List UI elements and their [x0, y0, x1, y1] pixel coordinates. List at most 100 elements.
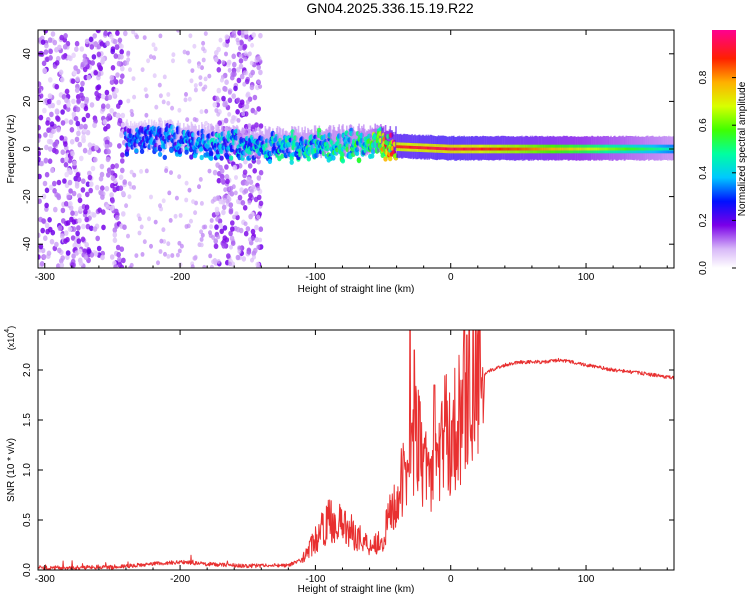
spectrogram-signal-core-cell: [429, 146, 431, 150]
spectrogram-noise-cell: [216, 234, 221, 240]
spectrogram-signal-core-cell: [602, 147, 605, 151]
spectrogram-signal-core-cell: [467, 147, 469, 151]
spectrogram-noise-cell: [121, 257, 126, 264]
spectrogram-noise-cell: [258, 84, 263, 89]
spectrogram-signal-core-cell: [427, 146, 429, 150]
spectrogram-signal-core-cell: [532, 147, 535, 151]
spectrogram-halo-cell: [341, 125, 343, 150]
spectrogram-noise-cell: [201, 46, 206, 52]
spectrogram-noise-cell: [189, 78, 194, 84]
spectrogram-noise-cell: [105, 123, 111, 130]
spectrogram-noise-cell: [235, 109, 240, 115]
spectrogram-noise-cell: [152, 73, 157, 79]
spectrogram-noise-cell: [225, 194, 231, 201]
spectrogram-halo-cell: [274, 134, 277, 159]
spectrogram-halo-cell: [295, 128, 298, 153]
spectrogram-noise-cell: [213, 243, 219, 250]
spectrogram-halo-cell: [198, 124, 200, 149]
spectrogram-signal-core-cell: [498, 147, 500, 151]
spectrogram-noise-cell: [204, 108, 209, 114]
spectrogram-signal-core-cell: [523, 147, 525, 151]
spectrogram-noise-cell: [144, 93, 149, 99]
spectrogram-signal-core-cell: [595, 147, 597, 151]
spectrogram-signal-core-cell: [572, 147, 574, 151]
spectrogram-noise-cell: [166, 254, 171, 259]
x-tick-label: 100: [578, 272, 595, 283]
spectrogram-noise-cell: [50, 167, 55, 174]
spectrogram-noise-cell: [209, 218, 214, 223]
spectrogram-noise-cell: [214, 224, 219, 230]
spectrogram-signal-core-cell: [570, 147, 572, 151]
spectrogram-noise-cell: [106, 172, 111, 178]
spectrogram-signal-core-cell: [484, 147, 486, 151]
spectrogram-noise-cell: [177, 248, 182, 254]
spectrogram-signal-core-cell: [645, 147, 647, 151]
spectrogram-noise-cell: [225, 198, 230, 204]
spectrogram-signal-core-cell: [514, 147, 517, 151]
spectrogram-noise-cell: [74, 136, 80, 143]
spectrogram-noise-cell: [100, 56, 106, 63]
spectrogram-noise-cell: [218, 37, 223, 43]
spectrogram-y-axis: -40 -20 0 20 40: [22, 48, 674, 251]
spectrogram-noise-cell: [100, 194, 105, 200]
spectrogram-noise-cell: [87, 149, 92, 155]
spectrogram-signal-core-cell: [490, 147, 492, 151]
spectrogram-signal-core-cell: [466, 147, 468, 151]
spectrogram-signal-core-cell: [665, 147, 667, 151]
spectrogram-signal-core-cell: [477, 147, 480, 151]
spectrogram-noise-cell: [45, 120, 50, 126]
spectrogram-noise-cell: [113, 264, 118, 268]
colorbar-tick-label: 0.8: [698, 70, 709, 84]
spectrogram-noise-cell: [70, 262, 75, 268]
spectrogram-noise-cell: [174, 195, 179, 201]
y-tick-label: 2.0: [22, 363, 33, 377]
spectrogram-noise-cell: [39, 261, 45, 267]
spectrogram-noise-cell: [104, 185, 110, 192]
spectrogram-signal-core-cell: [453, 147, 455, 151]
spectrogram-noise-cell: [199, 237, 204, 242]
spectrogram-signal-core-cell: [495, 147, 498, 151]
spectrogram-signal-core-cell: [397, 145, 399, 149]
spectrogram-signal-core-cell: [515, 147, 517, 151]
spectrogram-noise-cell: [189, 218, 193, 224]
spectrogram-signal-core-cell: [422, 146, 425, 150]
spectrogram-noise-cell: [104, 139, 110, 146]
spectrogram-halo-cell: [304, 126, 306, 151]
spectrogram-signal-core-cell: [668, 147, 670, 151]
spectrogram-noise-cell: [59, 262, 65, 268]
spectrogram-signal-core-cell: [441, 147, 444, 151]
spectrogram-noise-cell: [90, 165, 96, 172]
spectrogram-signal-core-cell: [589, 147, 591, 151]
spectrogram-noise-cell: [240, 33, 245, 38]
spectrogram-signal-cell: [317, 127, 322, 133]
spectrogram-noise-cell: [38, 88, 42, 94]
spectrogram-signal-core-cell: [536, 147, 538, 151]
spectrogram-signal-core-cell: [399, 145, 401, 149]
spectrogram-noise-cell: [70, 210, 75, 216]
spectrogram-signal-core-cell: [585, 147, 588, 151]
spectrogram-halo-cell: [312, 133, 315, 158]
spectrogram-noise-cell: [251, 250, 257, 257]
spectrogram-noise-cell: [227, 190, 232, 195]
spectrogram-noise-cell: [235, 214, 240, 221]
spectrogram-signal-core-cell: [408, 145, 410, 149]
spectrogram-signal-cell: [388, 156, 393, 162]
spectrogram-noise-cell: [216, 67, 222, 73]
spectrogram-noise-cell: [246, 176, 252, 183]
spectrogram-noise-cell: [254, 224, 259, 231]
spectrogram-signal-core-cell: [513, 147, 516, 151]
spectrogram-noise-cell: [250, 69, 255, 76]
spectrogram-noise-cell: [74, 87, 80, 93]
spectrogram-signal-core-cell: [437, 147, 439, 150]
spectrogram-noise-cell: [40, 227, 45, 234]
spectrogram-signal-core-cell: [509, 147, 511, 151]
spectrogram-noise-cell: [54, 83, 59, 90]
spectrogram-noise-cell: [110, 198, 115, 204]
spectrogram-noise-cell: [38, 243, 44, 250]
spectrogram-noise-cell: [256, 106, 262, 112]
spectrogram-noise-cell: [202, 264, 207, 268]
spectrogram-signal-core-cell: [442, 147, 445, 151]
spectrogram-signal-cell: [289, 159, 294, 165]
spectrogram-noise-cell: [76, 130, 81, 137]
